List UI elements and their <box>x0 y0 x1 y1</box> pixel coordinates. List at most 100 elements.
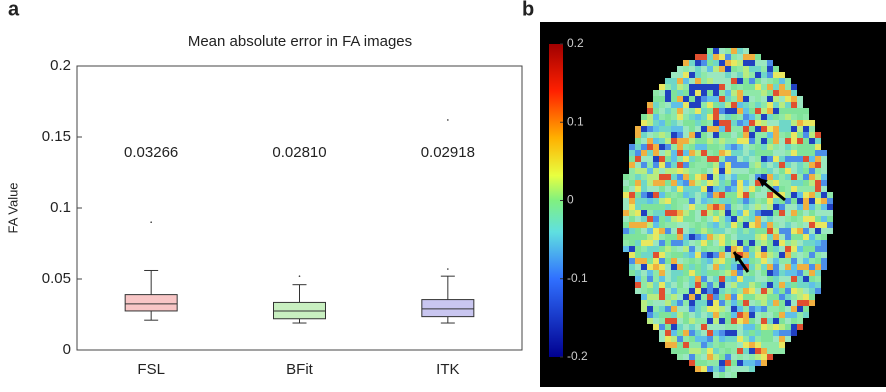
image-pixel <box>683 114 689 120</box>
image-pixel <box>689 354 695 360</box>
image-pixel <box>689 330 695 336</box>
image-pixel <box>749 108 755 114</box>
image-pixel <box>683 276 689 282</box>
image-pixel <box>815 222 821 228</box>
image-pixel <box>815 216 821 222</box>
image-pixel <box>707 48 713 54</box>
image-pixel <box>713 264 719 270</box>
image-pixel <box>767 336 773 342</box>
image-pixel <box>665 144 671 150</box>
image-pixel <box>755 276 761 282</box>
image-pixel <box>785 108 791 114</box>
image-pixel <box>677 246 683 252</box>
image-pixel <box>809 204 815 210</box>
image-pixel <box>785 120 791 126</box>
image-pixel <box>803 180 809 186</box>
image-pixel <box>815 282 821 288</box>
image-pixel <box>743 366 749 372</box>
image-pixel <box>815 246 821 252</box>
image-pixel <box>671 204 677 210</box>
image-pixel <box>653 312 659 318</box>
image-pixel <box>821 216 827 222</box>
image-pixel <box>701 282 707 288</box>
image-pixel <box>773 324 779 330</box>
image-pixel <box>695 294 701 300</box>
image-pixel <box>659 264 665 270</box>
image-pixel <box>761 336 767 342</box>
image-pixel <box>731 216 737 222</box>
image-pixel <box>671 120 677 126</box>
image-pixel <box>809 234 815 240</box>
image-pixel <box>707 348 713 354</box>
image-pixel <box>749 150 755 156</box>
image-pixel <box>773 66 779 72</box>
image-pixel <box>647 252 653 258</box>
image-pixel <box>671 222 677 228</box>
image-pixel <box>755 324 761 330</box>
image-pixel <box>773 96 779 102</box>
image-pixel <box>785 150 791 156</box>
image-pixel <box>647 138 653 144</box>
image-pixel <box>737 360 743 366</box>
image-pixel <box>719 360 725 366</box>
image-pixel <box>731 120 737 126</box>
image-pixel <box>791 234 797 240</box>
image-pixel <box>749 90 755 96</box>
image-pixel <box>677 186 683 192</box>
image-pixel <box>779 186 785 192</box>
image-pixel <box>749 54 755 60</box>
image-pixel <box>731 348 737 354</box>
image-pixel <box>629 240 635 246</box>
image-pixel <box>707 96 713 102</box>
image-pixel <box>791 120 797 126</box>
image-pixel <box>683 66 689 72</box>
image-pixel <box>707 66 713 72</box>
image-pixel <box>689 252 695 258</box>
image-pixel <box>737 354 743 360</box>
image-pixel <box>773 288 779 294</box>
image-pixel <box>803 114 809 120</box>
image-pixel <box>725 336 731 342</box>
image-pixel <box>779 222 785 228</box>
image-pixel <box>719 162 725 168</box>
image-pixel <box>761 246 767 252</box>
y-tick-label: 0 <box>63 341 71 358</box>
image-pixel <box>641 120 647 126</box>
image-pixel <box>731 156 737 162</box>
image-pixel <box>683 72 689 78</box>
image-pixel <box>809 192 815 198</box>
image-pixel <box>797 210 803 216</box>
image-pixel <box>731 198 737 204</box>
brain-image <box>623 48 833 378</box>
image-pixel <box>725 234 731 240</box>
image-pixel <box>689 222 695 228</box>
image-pixel <box>797 138 803 144</box>
image-pixel <box>779 180 785 186</box>
image-pixel <box>755 234 761 240</box>
image-pixel <box>755 300 761 306</box>
image-pixel <box>653 144 659 150</box>
image-pixel <box>683 270 689 276</box>
image-pixel <box>671 258 677 264</box>
image-pixel <box>677 354 683 360</box>
image-pixel <box>779 150 785 156</box>
image-pixel <box>689 234 695 240</box>
image-pixel <box>815 228 821 234</box>
image-pixel <box>677 306 683 312</box>
image-pixel <box>665 138 671 144</box>
image-pixel <box>761 96 767 102</box>
image-pixel <box>821 162 827 168</box>
image-pixel <box>767 234 773 240</box>
image-pixel <box>695 288 701 294</box>
image-pixel <box>695 348 701 354</box>
image-pixel <box>737 234 743 240</box>
image-pixel <box>695 264 701 270</box>
image-pixel <box>707 216 713 222</box>
image-pixel <box>659 150 665 156</box>
image-pixel <box>653 222 659 228</box>
image-pixel <box>629 216 635 222</box>
image-pixel <box>719 312 725 318</box>
image-pixel <box>689 120 695 126</box>
image-pixel <box>701 288 707 294</box>
image-pixel <box>755 336 761 342</box>
